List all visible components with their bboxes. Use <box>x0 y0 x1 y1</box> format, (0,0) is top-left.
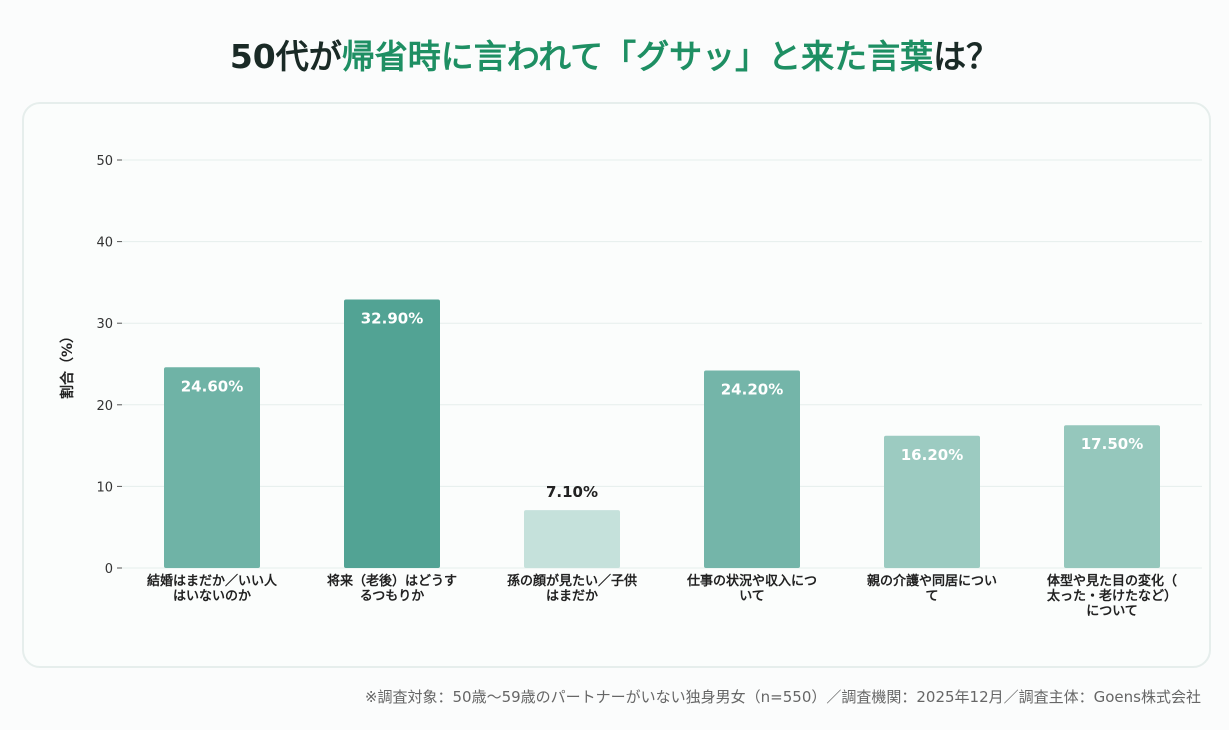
y-tick-label: 40 <box>96 236 113 251</box>
x-tick-label: るつもりか <box>360 589 424 604</box>
x-tick-label: 仕事の状況や収入につ <box>686 573 817 589</box>
x-tick-label: いて <box>739 589 765 604</box>
x-tick-label: 太った・老けたなど） <box>1046 588 1177 604</box>
title-highlight: 帰省時に言われて「グサッ」と来た言葉 <box>341 37 934 76</box>
data-label: 7.10% <box>546 483 598 501</box>
title-part1: 50代が <box>229 37 342 76</box>
bar[interactable] <box>524 510 620 568</box>
data-label: 16.20% <box>901 446 963 464</box>
x-tick-label: はまだか <box>546 589 598 604</box>
chart-card: 0 10 20 30 40 50 割合（%） 24.60% 結婚はまだか／いい人 はいないのか 32… <box>22 102 1211 668</box>
bar[interactable] <box>884 435 980 568</box>
x-tick-label: はいないのか <box>173 589 251 604</box>
data-label: 24.60% <box>181 377 243 395</box>
data-label: 24.20% <box>721 381 783 399</box>
bar[interactable] <box>704 370 800 568</box>
y-tick-label: 10 <box>96 480 113 495</box>
bar[interactable] <box>164 367 260 568</box>
data-label: 17.50% <box>1081 435 1143 453</box>
x-tick-label: 親の介護や同居につい <box>867 573 997 589</box>
y-tick-label: 50 <box>96 154 113 169</box>
y-tick-label: 30 <box>96 317 113 332</box>
bar[interactable] <box>344 299 440 568</box>
chart-title: 50代が帰省時に言われて「グサッ」と来た言葉は？ <box>0 30 1229 78</box>
title-part2: は？ <box>933 37 1000 76</box>
x-tick-label: 結婚はまだか／いい人 <box>147 573 278 589</box>
bar[interactable] <box>1064 425 1160 568</box>
data-label: 32.90% <box>361 310 423 328</box>
y-axis-label: 割合（%） <box>59 329 76 399</box>
x-tick-label: について <box>1086 604 1138 619</box>
y-tick-label: 0 <box>105 562 113 577</box>
x-tick-label: 将来（老後）はどうす <box>327 573 457 589</box>
x-tick-label: 体型や見た目の変化（ <box>1047 573 1177 589</box>
footer-note: ※調査対象：50歳〜59歳のパートナーがいない独身男女（n=550）／調査機関：… <box>364 688 1201 706</box>
y-tick-label: 20 <box>96 399 113 414</box>
x-tick-label: 孫の顔が見たい／子供 <box>507 573 637 589</box>
x-tick-label: て <box>925 589 938 604</box>
